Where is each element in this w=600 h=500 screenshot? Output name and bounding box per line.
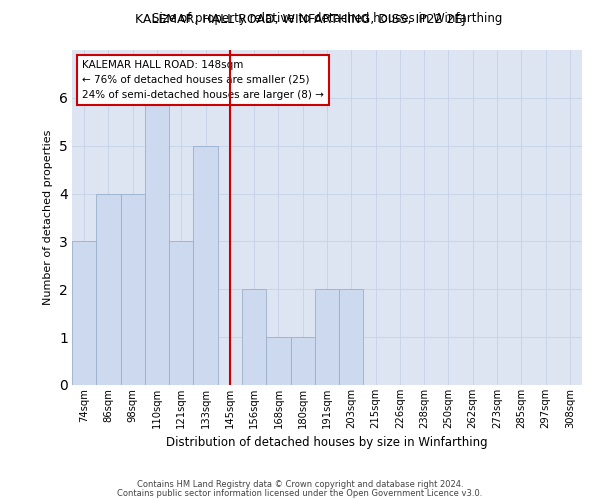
- Bar: [72, 242, 96, 385]
- Bar: [339, 290, 364, 385]
- Text: Contains public sector information licensed under the Open Government Licence v3: Contains public sector information licen…: [118, 489, 482, 498]
- Bar: [242, 290, 266, 385]
- Bar: [169, 242, 193, 385]
- Bar: [121, 194, 145, 385]
- Title: Size of property relative to detached houses in Winfarthing: Size of property relative to detached ho…: [152, 12, 502, 25]
- Text: KALEMAR, HALL ROAD, WINFARTHING, DISS, IP22 2EJ: KALEMAR, HALL ROAD, WINFARTHING, DISS, I…: [134, 12, 466, 26]
- Text: Contains HM Land Registry data © Crown copyright and database right 2024.: Contains HM Land Registry data © Crown c…: [137, 480, 463, 489]
- Bar: [145, 98, 169, 385]
- Bar: [266, 337, 290, 385]
- Y-axis label: Number of detached properties: Number of detached properties: [43, 130, 53, 305]
- X-axis label: Distribution of detached houses by size in Winfarthing: Distribution of detached houses by size …: [166, 436, 488, 450]
- Bar: [96, 194, 121, 385]
- Text: KALEMAR HALL ROAD: 148sqm
← 76% of detached houses are smaller (25)
24% of semi-: KALEMAR HALL ROAD: 148sqm ← 76% of detac…: [82, 60, 324, 100]
- Bar: [193, 146, 218, 385]
- Bar: [290, 337, 315, 385]
- Bar: [315, 290, 339, 385]
